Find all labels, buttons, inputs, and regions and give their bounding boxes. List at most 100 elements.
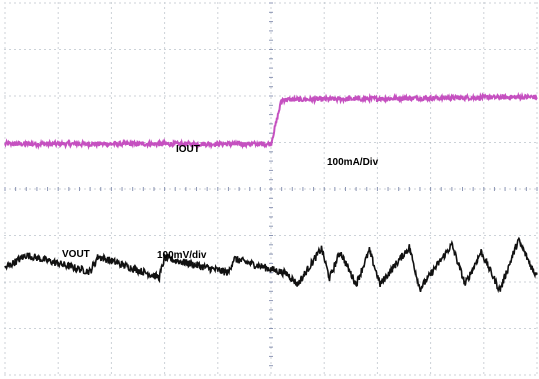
grid-dot <box>164 307 166 309</box>
grid-dot <box>217 222 219 224</box>
grid-dot <box>44 2 46 4</box>
grid-dot <box>144 95 146 97</box>
grid-dot <box>536 172 538 174</box>
grid-dot <box>399 235 401 236</box>
grid-dot <box>4 302 6 304</box>
grid-dot <box>469 328 471 329</box>
grid-dot <box>270 282 272 284</box>
iout-scale-label: 100mA/Div <box>327 157 379 168</box>
grid-dot <box>229 374 231 376</box>
grid-dot <box>314 374 316 376</box>
grid-dot <box>479 49 481 50</box>
grid-dot <box>217 162 219 164</box>
grid-dot <box>57 232 59 234</box>
grid-dot <box>429 142 431 143</box>
grid-dot <box>536 127 538 129</box>
grid-dot <box>4 157 6 159</box>
grid-dot <box>164 72 166 74</box>
grid-dot <box>49 95 51 97</box>
grid-dot <box>164 317 166 319</box>
grid-dot <box>110 372 112 374</box>
grid-dot <box>439 95 441 97</box>
grid-dot <box>29 188 31 190</box>
grid-dot <box>519 2 521 4</box>
grid-dot <box>54 95 56 97</box>
grid-dot <box>219 328 221 329</box>
grid-dot <box>379 235 381 236</box>
grid-dot <box>514 2 516 4</box>
grid-dot <box>204 2 206 4</box>
grid-dot <box>459 235 461 236</box>
grid-dot <box>154 374 156 376</box>
grid-dot <box>524 49 526 50</box>
grid-dot <box>169 49 171 50</box>
grid-dot <box>217 282 219 284</box>
grid-dot <box>323 137 325 139</box>
grid-dot <box>299 95 301 97</box>
grid-dot <box>189 2 191 4</box>
grid-dot <box>536 262 538 264</box>
grid-dot <box>284 235 286 236</box>
grid-dot <box>536 12 538 14</box>
grid-dot <box>199 49 201 50</box>
grid-dot <box>4 12 6 14</box>
grid-dot <box>509 281 511 283</box>
grid-dot <box>110 122 112 124</box>
grid-dot <box>119 328 121 329</box>
grid-dot <box>164 147 166 149</box>
grid-dot <box>536 357 538 359</box>
grid-dot <box>217 272 219 274</box>
grid-dot <box>149 235 151 236</box>
grid-dot <box>376 137 378 139</box>
grid-dot <box>323 272 325 274</box>
grid-dot <box>323 167 325 169</box>
grid-dot <box>244 2 246 4</box>
grid-dot <box>536 197 538 199</box>
grid-dot <box>439 328 441 329</box>
grid-dot <box>84 281 86 283</box>
grid-dot <box>109 188 111 190</box>
grid-dot <box>429 235 431 236</box>
grid-dot <box>110 37 112 39</box>
grid-dot <box>4 82 6 84</box>
grid-dot <box>483 222 485 224</box>
grid-dot <box>430 67 432 69</box>
grid-dot <box>219 2 221 4</box>
grid-dot <box>294 2 296 4</box>
grid-dot <box>110 17 112 19</box>
grid-dot <box>323 367 325 369</box>
grid-dot <box>4 172 6 174</box>
grid-dot <box>484 281 486 283</box>
grid-dot <box>349 49 351 50</box>
grid-dot <box>110 352 112 354</box>
grid-dot <box>104 49 106 50</box>
grid-dot <box>57 247 59 249</box>
grid-dot <box>209 49 211 50</box>
grid-dot <box>270 257 272 259</box>
grid-dot <box>324 281 326 283</box>
grid-dot <box>169 2 171 4</box>
grid-dot <box>439 142 441 143</box>
grid-dot <box>319 95 321 97</box>
grid-dot <box>323 157 325 159</box>
grid-dot <box>270 372 272 374</box>
grid-dot <box>4 47 6 49</box>
grid-dot <box>4 122 6 124</box>
grid-dot <box>323 102 325 104</box>
grid-dot <box>69 95 71 97</box>
grid-dot <box>344 49 346 50</box>
grid-dot <box>139 188 141 190</box>
grid-dot <box>329 188 331 190</box>
grid-dot <box>323 52 325 54</box>
grid-dot <box>323 337 325 339</box>
grid-dot <box>159 95 161 97</box>
grid-dot <box>359 235 361 236</box>
grid-dot <box>14 374 16 376</box>
grid-dot <box>270 202 272 204</box>
grid-dot <box>469 188 471 190</box>
grid-dot <box>274 142 276 143</box>
grid-dot <box>319 281 321 283</box>
grid-dot <box>204 374 206 376</box>
grid-dot <box>430 237 432 239</box>
grid-dot <box>64 328 66 329</box>
